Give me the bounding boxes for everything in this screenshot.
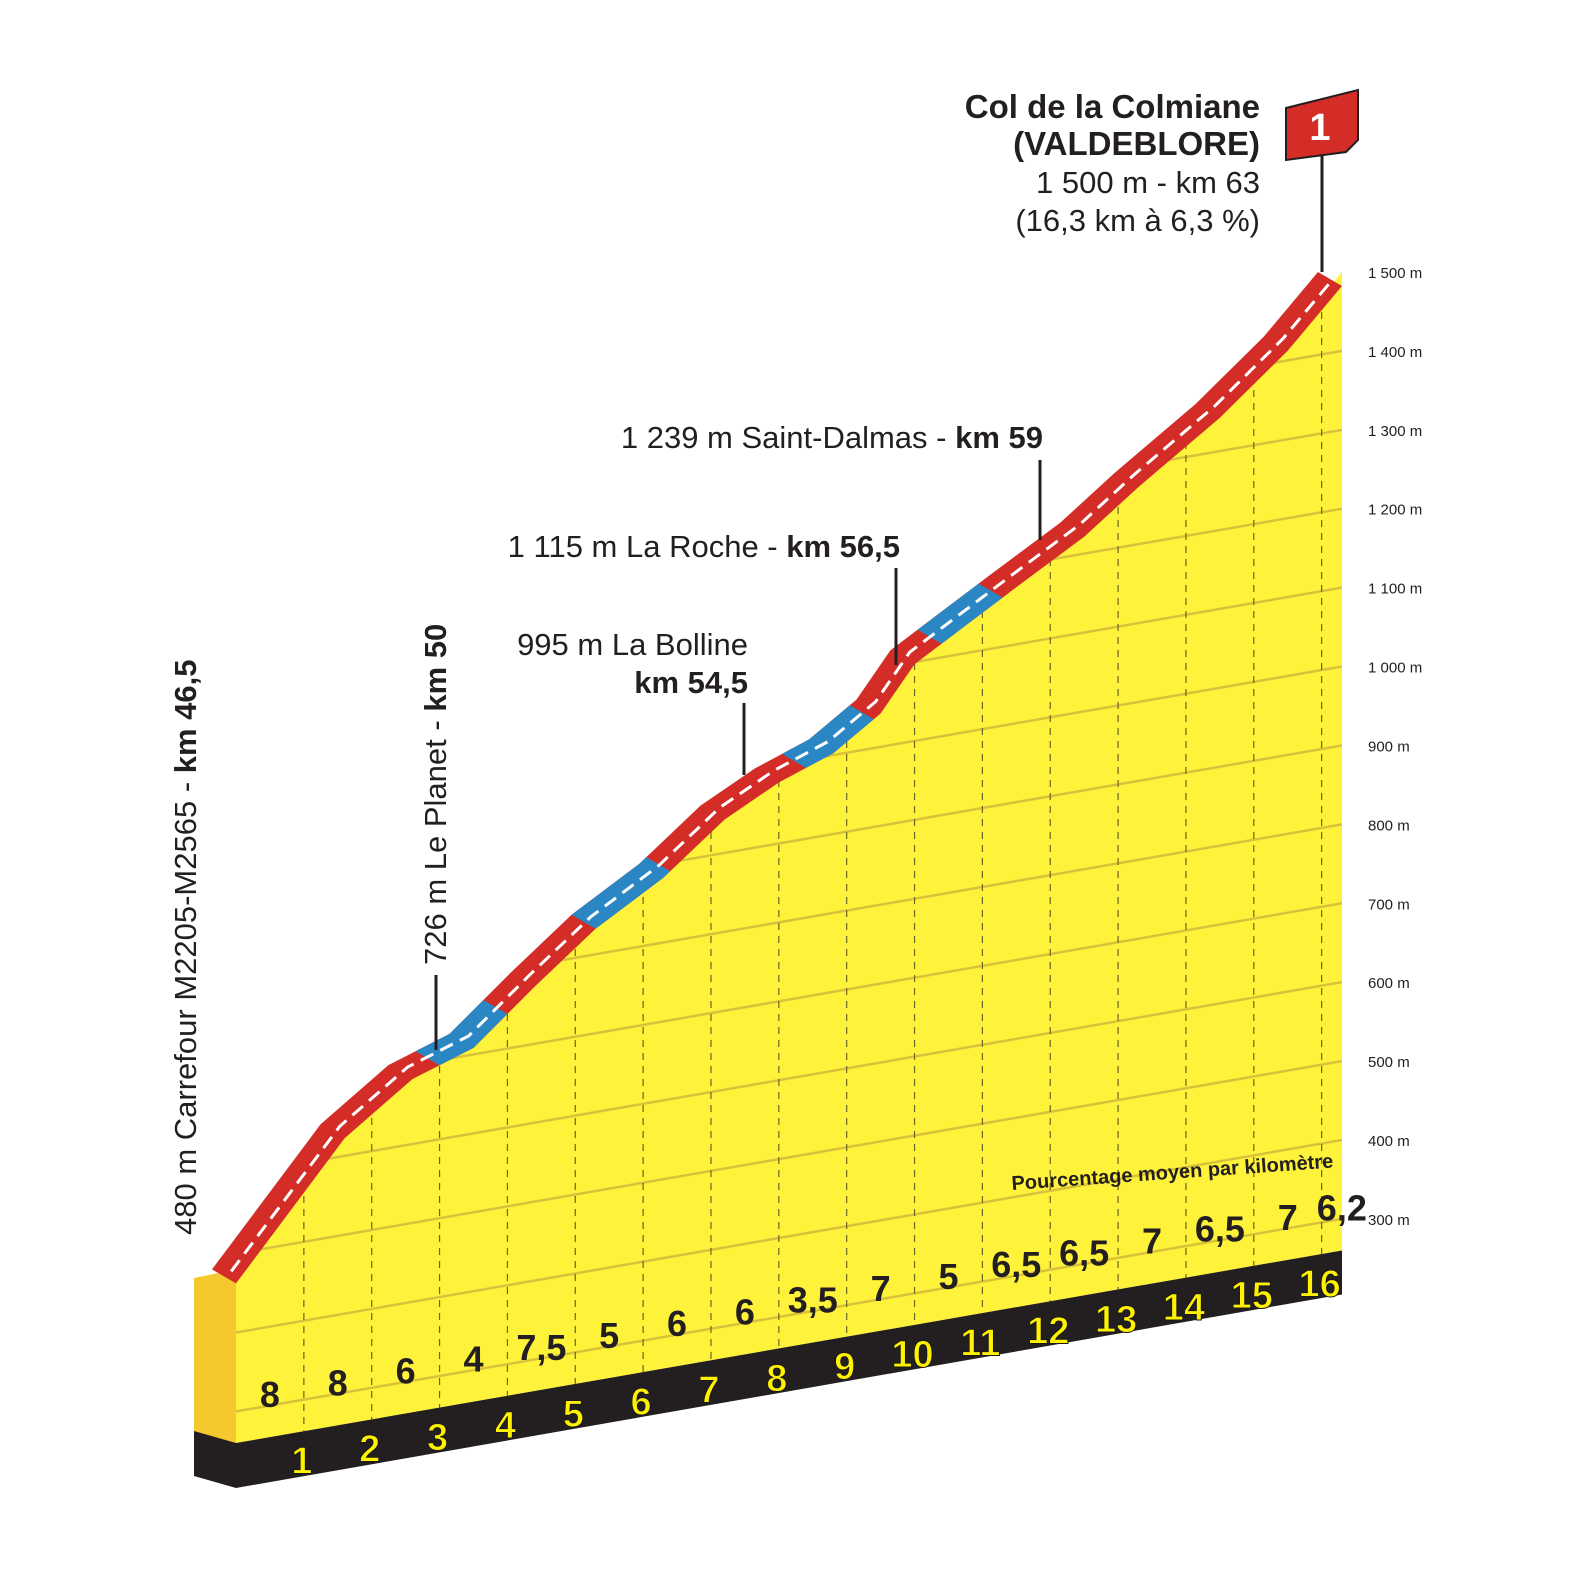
climb-name: Col de la Colmiane [965,88,1260,125]
climb-length-summary: (16,3 km à 6,3 %) [1015,203,1260,238]
bolline-km: km 54,5 [634,665,748,700]
km-gradient-label: 6,5 [1059,1232,1109,1273]
km-gradient-label: 4 [463,1339,483,1380]
altitude-gridline [236,980,1342,1185]
km-marker-label: 15 [1231,1275,1273,1317]
y-tick-label: 700 m [1368,896,1410,913]
profile-area [236,272,1342,1443]
km-gradient-label: 6 [735,1291,755,1332]
road-band-steep [212,272,1342,1284]
climb-commune: (VALDEBLORE) [1013,125,1260,162]
roche-annotation: 1 115 m La Roche - km 56,5 [508,529,900,564]
km-marker-label: 14 [1163,1287,1205,1329]
profile-base-band [194,1250,1342,1488]
bolline-annotation: 995 m La Bolline [517,627,748,662]
y-tick-label: 1 000 m [1368,660,1422,677]
km-marker-label: 9 [834,1346,855,1388]
road-band-easy [415,1000,508,1066]
km-marker-label: 2 [359,1429,380,1471]
km-marker-label: 3 [427,1417,448,1459]
km-gradient-label: 6 [667,1303,687,1344]
y-tick-label: 1 200 m [1368,502,1422,519]
y-tick-label: 800 m [1368,817,1410,834]
km-gradient-label: 5 [938,1256,958,1297]
planet-annotation: 726 m Le Planet - km 50 [418,624,453,965]
profile-front-face [194,1269,236,1443]
category-flag-icon [1285,88,1359,162]
climb-summit-summary: 1 500 m - km 63 [1036,165,1260,200]
km-marker-label: 12 [1027,1311,1069,1353]
road-centre-line [229,273,1339,1273]
start-annotation: 480 m Carrefour M2205-M2565 - km 46,5 [168,659,203,1235]
km-marker-label: 10 [891,1334,933,1376]
category-badge: 1 [1309,107,1330,149]
km-marker-label: 16 [1299,1263,1341,1305]
km-marker-label: 13 [1095,1299,1137,1341]
altitude-gridline [236,1217,1342,1422]
km-marker-label: 8 [766,1358,787,1400]
km-gradient-label: 7 [1278,1197,1298,1238]
y-tick-label: 1 500 m [1368,265,1422,282]
y-tick-label: 500 m [1368,1054,1410,1071]
y-tick-label: 900 m [1368,738,1410,755]
y-tick-label: 1 100 m [1368,581,1422,598]
km-gradient-label: 8 [328,1362,348,1403]
km-gradient-label: 7 [1142,1221,1162,1262]
y-tick-label: 300 m [1368,1212,1410,1229]
km-marker-label: 1 [291,1441,312,1483]
km-gradient-label: 6 [396,1350,416,1391]
km-marker-label: 6 [631,1381,652,1423]
y-tick-label: 400 m [1368,1133,1410,1150]
km-gradient-label: 6,5 [1195,1209,1245,1250]
km-marker-label: 4 [495,1405,516,1447]
y-tick-label: 1 400 m [1368,344,1422,361]
km-marker-label: 5 [563,1393,584,1435]
km-gradient-label: 6,5 [991,1244,1041,1285]
km-gradient-label: 5 [599,1315,619,1356]
altitude-gridline [236,1059,1342,1264]
km-gradient-label: 7 [871,1268,891,1309]
km-gradient-label: 6,2 [1317,1187,1367,1228]
y-tick-label: 1 300 m [1368,423,1422,440]
altitude-gridline [236,1138,1342,1343]
dalmas-annotation: 1 239 m Saint-Dalmas - km 59 [621,420,1043,455]
y-tick-label: 600 m [1368,975,1410,992]
km-gradient-label: 3,5 [788,1280,838,1321]
km-gradient-label: 8 [260,1374,280,1415]
km-marker-label: 11 [960,1322,1000,1364]
km-gradient-label: 7,5 [516,1327,566,1368]
km-marker-label: 7 [698,1370,719,1412]
